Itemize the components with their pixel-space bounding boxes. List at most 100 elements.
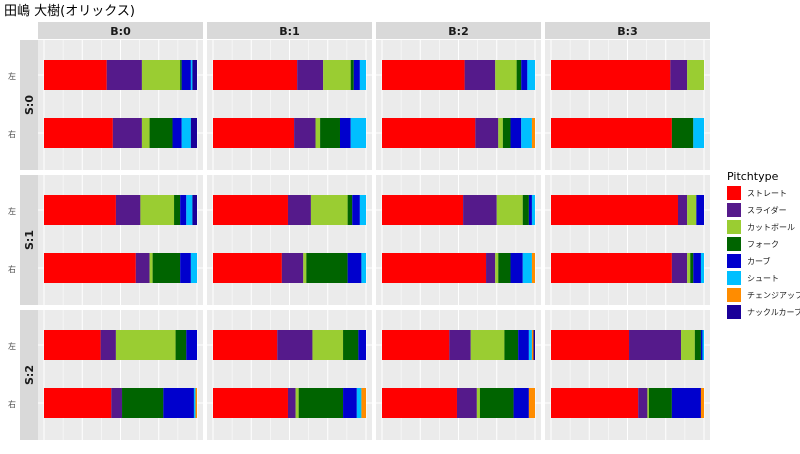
- bar-segment-bar-left: [531, 330, 534, 360]
- bar-segment-bar-left: [551, 195, 678, 225]
- bar-segment-bar-left: [213, 195, 288, 225]
- bar-segment-bar-right: [495, 253, 499, 283]
- bar-segment-bar-right: [44, 253, 136, 283]
- bar-segment-bar-right: [190, 253, 197, 283]
- bar-segment-bar-right: [510, 253, 523, 283]
- bar-segment-bar-left: [702, 330, 704, 360]
- bar-segment-bar-right: [44, 388, 112, 418]
- bar-segment-bar-left: [681, 330, 695, 360]
- bar-segment-bar-left: [522, 195, 529, 225]
- bar-segment-bar-right: [180, 253, 191, 283]
- bar-segment-bar-left: [350, 60, 354, 90]
- bar-segment-bar-right: [152, 253, 181, 283]
- bar-segment-bar-right: [135, 253, 150, 283]
- bar-segment-bar-left: [527, 60, 535, 90]
- bar-segment-bar-left: [382, 60, 465, 90]
- bar-segment-bar-right: [531, 118, 535, 148]
- bar-segment-bar-left: [323, 60, 351, 90]
- facet-row-label: S:2: [23, 365, 36, 385]
- bar-segment-bar-right: [163, 388, 194, 418]
- bar-segment-bar-right: [528, 388, 535, 418]
- bar-segment-bar-right: [551, 388, 639, 418]
- bar-segment-bar-right: [298, 388, 344, 418]
- bar-segment-bar-right: [213, 253, 282, 283]
- bar-segment-bar-right: [510, 118, 522, 148]
- bar-segment-bar-right: [476, 388, 480, 418]
- category-label: 左: [8, 341, 16, 351]
- bar-segment-bar-right: [671, 253, 688, 283]
- bar-segment-bar-left: [677, 195, 688, 225]
- facet-column-strip: [545, 22, 710, 39]
- bar-segment-bar-left: [174, 195, 181, 225]
- bar-segment-bar-left: [696, 195, 704, 225]
- bar-segment-bar-left: [463, 195, 497, 225]
- bar-segment-bar-right: [531, 253, 535, 283]
- bar-segment-bar-right: [513, 388, 529, 418]
- bar-segment-bar-right: [122, 388, 164, 418]
- bar-segment-bar-left: [700, 330, 703, 360]
- category-label: 左: [8, 206, 16, 216]
- bar-segment-bar-right: [479, 388, 514, 418]
- bar-segment-bar-left: [687, 60, 704, 90]
- bar-segment-bar-left: [106, 60, 142, 90]
- facet-row-label: S:0: [23, 95, 36, 115]
- category-label: 右: [8, 129, 16, 139]
- bar-segment-bar-right: [295, 388, 299, 418]
- bar-segment-bar-left: [504, 330, 519, 360]
- bar-segment-bar-left: [359, 195, 366, 225]
- bar-segment-bar-right: [172, 118, 182, 148]
- bar-segment-bar-left: [100, 330, 116, 360]
- bar-segment-bar-left: [353, 60, 360, 90]
- bar-segment-bar-left: [551, 330, 630, 360]
- bar-segment-bar-right: [687, 253, 691, 283]
- facet-column-label: B:3: [617, 25, 637, 38]
- bar-segment-bar-left: [464, 60, 496, 90]
- bar-segment-bar-right: [287, 388, 296, 418]
- bar-segment-bar-right: [195, 388, 197, 418]
- bar-segment-bar-right: [281, 253, 304, 283]
- bar-segment-bar-right: [350, 118, 366, 148]
- bar-segment-bar-left: [629, 330, 682, 360]
- bar-segment-bar-right: [315, 118, 321, 148]
- bar-segment-bar-left: [44, 330, 101, 360]
- legend-label: カーブ: [747, 256, 771, 266]
- bar-segment-bar-right: [294, 118, 316, 148]
- bar-segment-bar-left: [694, 330, 701, 360]
- facet-column-strip: [376, 22, 541, 39]
- bar-segment-bar-left: [670, 60, 688, 90]
- bar-segment-bar-right: [648, 388, 672, 418]
- facet-column-label: B:2: [448, 25, 468, 38]
- bar-segment-bar-left: [141, 60, 181, 90]
- legend-key: [727, 305, 741, 319]
- bar-segment-bar-right: [502, 118, 511, 148]
- bar-segment-bar-left: [687, 195, 697, 225]
- bar-segment-bar-right: [522, 253, 532, 283]
- bar-segment-bar-right: [149, 253, 153, 283]
- bar-segment-bar-right: [551, 118, 672, 148]
- bar-segment-bar-right: [486, 253, 496, 283]
- bar-segment-bar-right: [647, 388, 649, 418]
- bar-segment-bar-left: [521, 60, 528, 90]
- bar-segment-bar-right: [361, 388, 366, 418]
- facet-column-strip: [207, 22, 372, 39]
- bar-segment-bar-left: [180, 60, 182, 90]
- bar-segment-bar-right: [190, 118, 197, 148]
- bar-segment-bar-left: [310, 195, 348, 225]
- legend-title: Pitchtype: [727, 170, 779, 183]
- bar-segment-bar-right: [693, 253, 701, 283]
- legend-label: シュート: [747, 274, 779, 283]
- bar-segment-bar-left: [551, 60, 671, 90]
- bar-segment-bar-right: [638, 388, 648, 418]
- legend-label: スライダー: [747, 205, 787, 215]
- bar-segment-bar-right: [343, 388, 357, 418]
- bar-segment-bar-right: [111, 388, 123, 418]
- bar-segment-bar-left: [192, 195, 197, 225]
- bar-segment-bar-right: [193, 388, 196, 418]
- bar-segment-bar-right: [456, 388, 477, 418]
- bar-segment-bar-left: [528, 195, 532, 225]
- bar-segment-bar-right: [44, 118, 113, 148]
- bar-segment-bar-left: [297, 60, 324, 90]
- bar-segment-bar-left: [213, 330, 278, 360]
- bar-segment-bar-right: [213, 118, 295, 148]
- bar-segment-bar-left: [44, 195, 116, 225]
